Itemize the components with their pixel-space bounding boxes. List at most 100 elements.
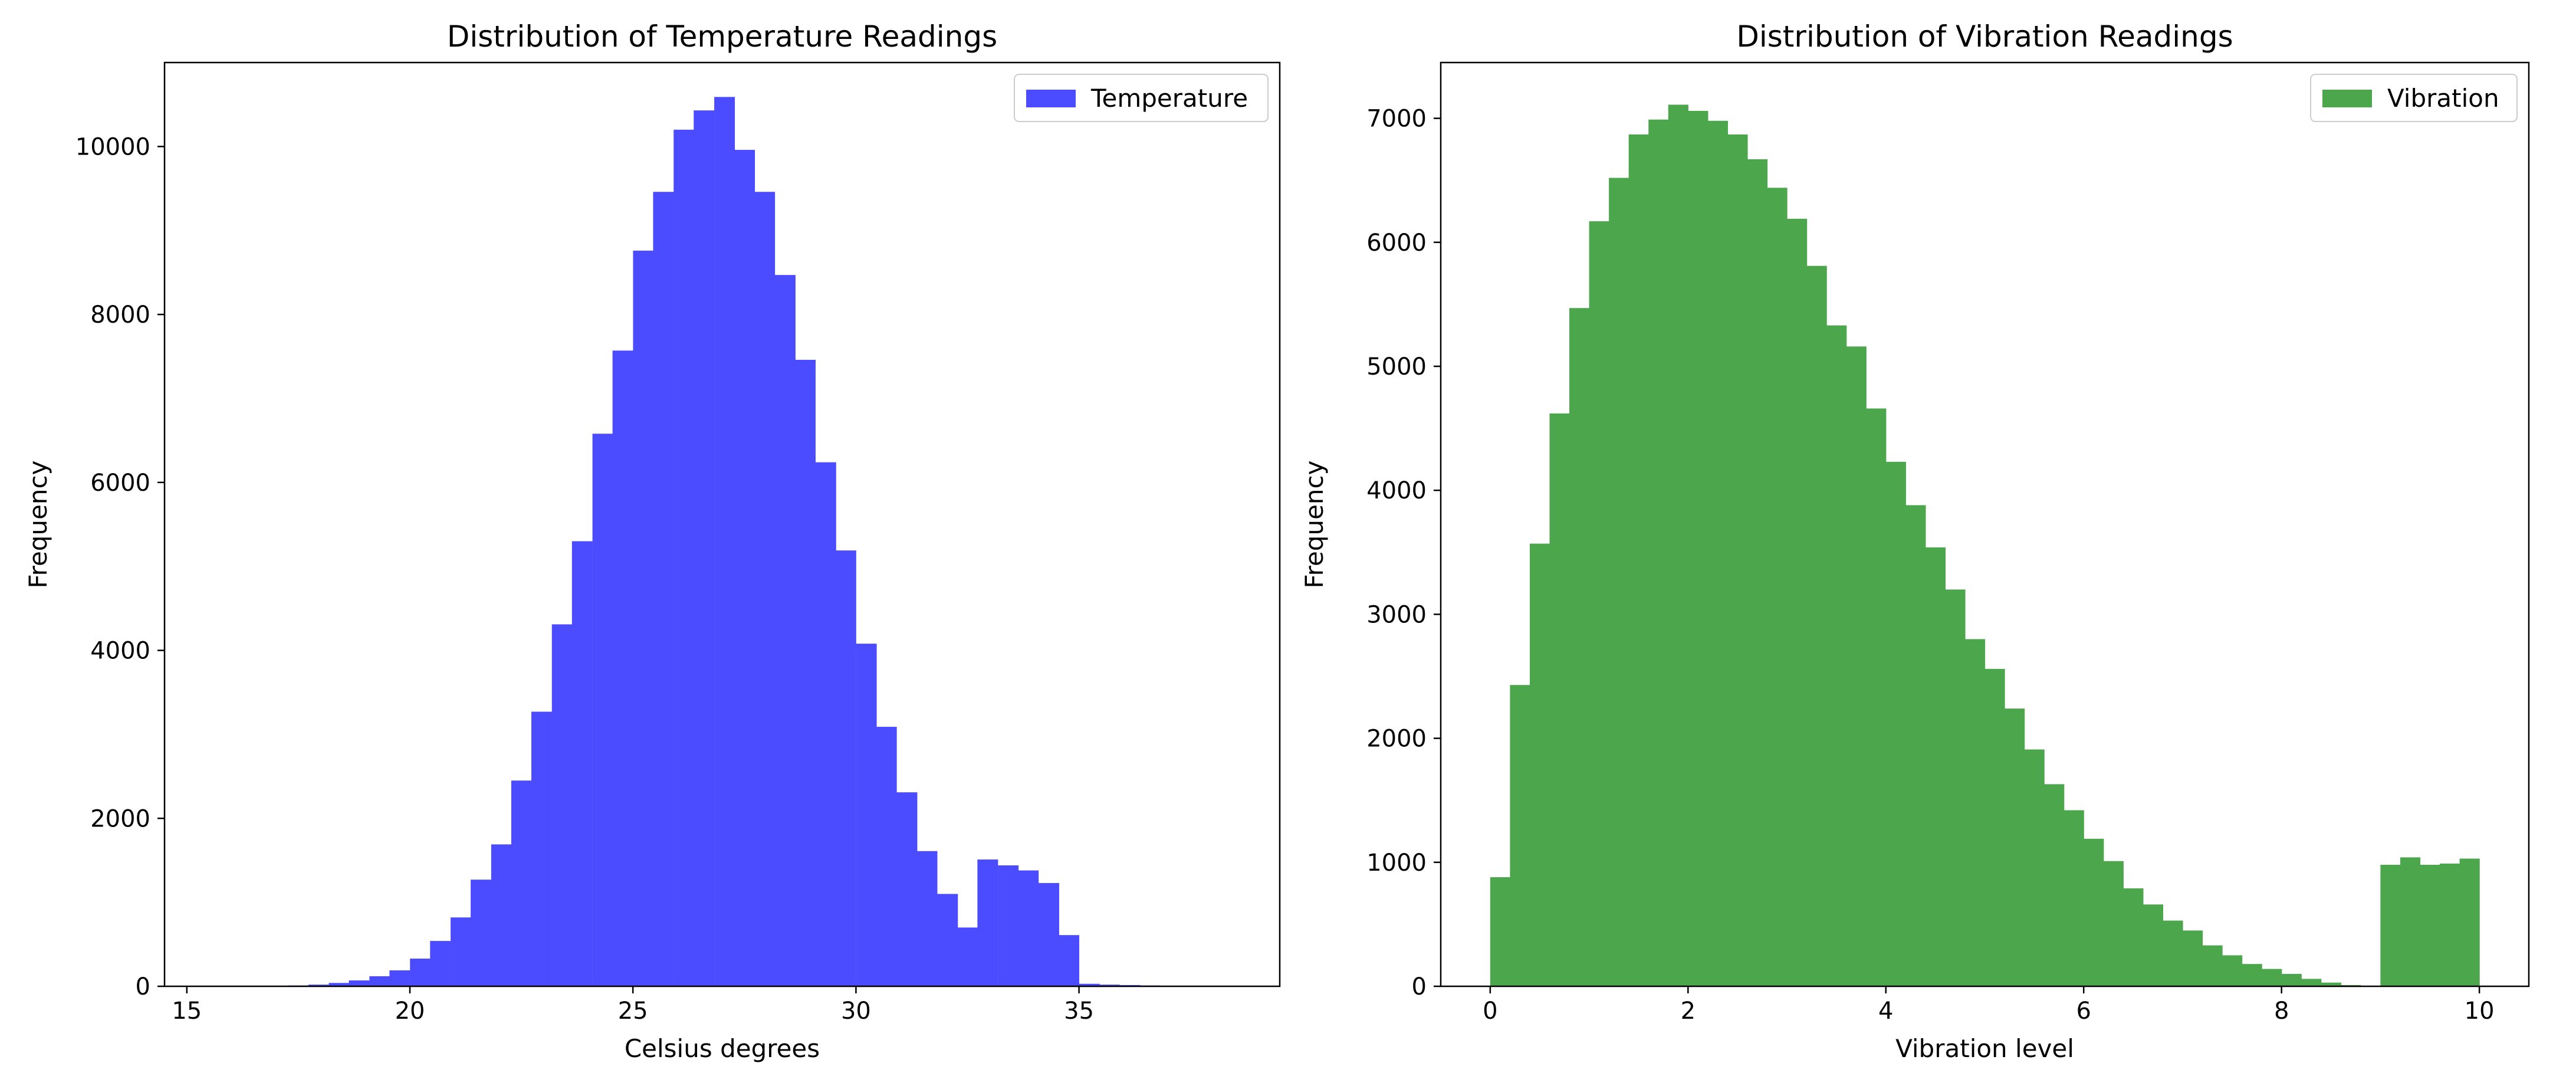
bar [511,780,532,986]
x-tick-label: 35 [1064,998,1094,1025]
bar [1059,935,1080,986]
bar [1039,882,1059,986]
bar [491,844,512,986]
bar [653,192,674,986]
bar [633,250,654,986]
bar [2380,865,2401,986]
bar [1846,346,1867,986]
chart-2: 0 2 4 6 8 10 0 1000 2000 3000 4000 5000 6000 7000 Dist… [1300,19,2530,1063]
x-tick-label: 8 [2274,998,2289,1025]
bar [937,894,958,986]
x-tick-label: 6 [2076,998,2091,1025]
legend-label: Temperature [1090,84,1248,113]
legend-box [1014,74,1269,122]
bar [1529,543,1550,986]
y-tick-label: 4000 [1366,477,1427,504]
bar [2301,979,2322,986]
bar [916,851,938,986]
chart-title: Distribution of Vibration Readings [1736,19,2233,54]
bar [896,792,918,986]
bar [451,917,472,986]
y-tick-label: 2000 [1366,726,1427,753]
bar [2005,708,2025,986]
bar [998,865,1019,986]
chart-1: 15 20 25 30 35 0 2000 4000 6000 8000 10000 Distribu… [24,19,1281,1063]
bar [876,727,897,986]
y-axis-label: Frequency [24,461,52,589]
bar [734,150,755,986]
bar [977,859,998,986]
axes-frame [163,61,1281,987]
y-tick-label: 6000 [90,470,150,497]
bar [835,550,856,986]
bar [694,110,715,986]
y-tick-label: 6000 [1366,229,1427,257]
bar [2202,945,2223,986]
x-tick-label: 0 [1483,998,1497,1025]
bar [1490,877,1511,986]
y-tick-label: 7000 [1366,106,1427,133]
bar [2222,955,2243,986]
bar [1648,119,1669,987]
y-tick-label: 0 [136,973,150,1000]
bar [795,359,816,986]
bar [2064,810,2084,986]
bar [1549,413,1570,986]
bar [612,350,633,986]
bar [389,970,410,986]
bar [1905,505,1926,986]
bar [774,275,796,987]
bar [328,983,350,986]
bar [1609,178,1629,986]
x-tick-label: 25 [618,998,648,1025]
bar [2262,969,2282,986]
bar [1707,120,1729,986]
bar [1925,547,1946,986]
bar [1079,983,1100,986]
chart-title: Distribution of Temperature Readings [447,19,997,54]
x-axis-label: Celsius degrees [625,1034,820,1063]
bar [2044,784,2065,986]
bar [714,97,735,986]
bar [471,880,492,986]
y-tick-label: 10000 [75,133,150,160]
x-axis-label: Vibration level [1895,1034,2074,1063]
y-tick-label: 3000 [1366,601,1427,628]
bar [551,624,573,986]
bar [571,541,593,986]
legend-swatch [2322,90,2372,107]
bar [1767,188,1788,986]
axes-frame [1440,61,2530,987]
bar [410,959,431,986]
bar [2242,964,2262,986]
bar [1668,104,1688,987]
bar [1727,134,1748,986]
legend-swatch [1026,90,1076,107]
bar [430,941,451,986]
legend-box [2310,74,2518,122]
bar [957,927,978,986]
bar [349,980,370,986]
bar [1945,589,1966,986]
bar [754,192,776,986]
legend-label: Vibration [2387,84,2499,113]
bar [1018,870,1039,986]
bar [1628,134,1649,986]
bar [2321,982,2341,986]
bar [1984,668,2005,986]
bar [1510,685,1530,986]
bar [2084,838,2104,986]
y-tick-label: 8000 [90,301,150,329]
bar [1688,110,1708,987]
bar [2163,920,2183,986]
bar [1885,461,1906,986]
bar [308,985,329,986]
x-tick-label: 30 [841,998,871,1025]
bar [856,644,877,986]
bar [2420,865,2440,986]
x-tick-label: 15 [172,998,202,1025]
bar [1806,265,1827,987]
bars [1490,104,2480,987]
legend: Temperature [1014,74,1269,122]
